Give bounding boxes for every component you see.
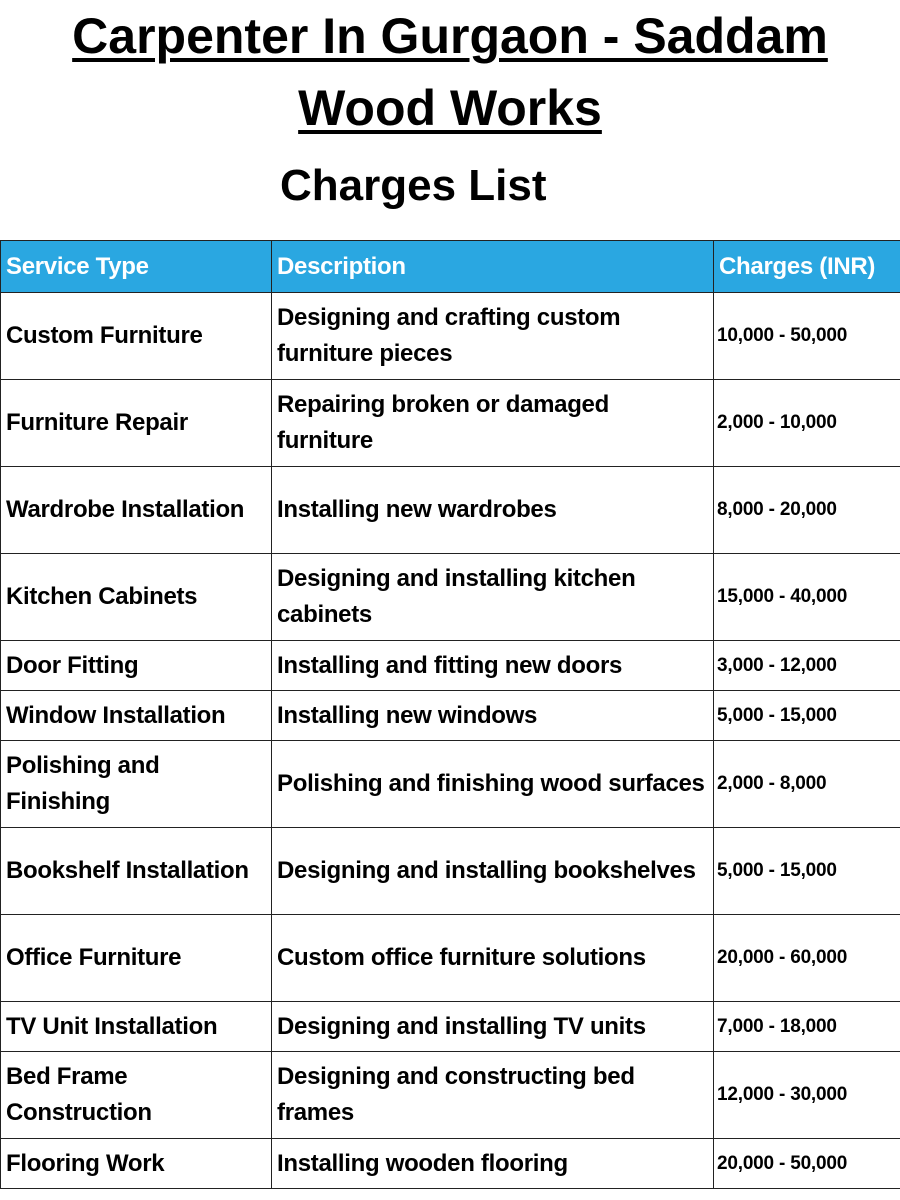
description-cell: Repairing broken or damaged furniture xyxy=(271,379,714,467)
description-cell: Designing and installing bookshelves xyxy=(271,827,714,915)
description-cell: Designing and installing kitchen cabinet… xyxy=(271,553,714,641)
table-row: Kitchen Cabinets Designing and installing… xyxy=(0,553,900,641)
charges-cell: 20,000 - 50,000 xyxy=(713,1138,900,1189)
description-cell: Polishing and finishing wood surfaces xyxy=(271,740,714,828)
title-line-2: Wood Works xyxy=(298,80,602,136)
charges-cell: 2,000 - 10,000 xyxy=(713,379,900,467)
header-description: Description xyxy=(271,240,714,293)
header-service-type: Service Type xyxy=(0,240,272,293)
header-charges: Charges (INR) xyxy=(713,240,900,293)
table-row: Office Furniture Custom office furniture … xyxy=(0,914,900,1002)
table-row: Custom Furniture Designing and crafting c… xyxy=(0,292,900,380)
service-cell: TV Unit Installation xyxy=(0,1001,272,1052)
charges-cell: 3,000 - 12,000 xyxy=(713,640,900,691)
description-cell: Installing wooden flooring xyxy=(271,1138,714,1189)
table-row: Polishing and Finishing Polishing and fin… xyxy=(0,740,900,828)
service-cell: Office Furniture xyxy=(0,914,272,1002)
charges-cell: 15,000 - 40,000 xyxy=(713,553,900,641)
table-header-row: Service Type Description Charges (INR) xyxy=(0,240,900,293)
charges-cell: 5,000 - 15,000 xyxy=(713,827,900,915)
service-cell: Wardrobe Installation xyxy=(0,466,272,554)
service-cell: Bed Frame Construction xyxy=(0,1051,272,1139)
service-cell: Window Installation xyxy=(0,690,272,741)
table-row: TV Unit Installation Designing and instal… xyxy=(0,1001,900,1052)
service-cell: Flooring Work xyxy=(0,1138,272,1189)
charges-cell: 2,000 - 8,000 xyxy=(713,740,900,828)
charges-cell: 10,000 - 50,000 xyxy=(713,292,900,380)
description-cell: Designing and constructing bed frames xyxy=(271,1051,714,1139)
service-cell: Bookshelf Installation xyxy=(0,827,272,915)
description-cell: Designing and crafting custom furniture … xyxy=(271,292,714,380)
table-row: Door Fitting Installing and fitting new d… xyxy=(0,640,900,691)
description-cell: Installing new windows xyxy=(271,690,714,741)
service-cell: Door Fitting xyxy=(0,640,272,691)
service-cell: Kitchen Cabinets xyxy=(0,553,272,641)
subtitle: Charges List xyxy=(280,161,547,210)
title-line-1: Carpenter In Gurgaon - Saddam xyxy=(72,8,828,64)
table-row: Bookshelf Installation Designing and inst… xyxy=(0,827,900,915)
table-row: Flooring Work Installing wooden flooring 2… xyxy=(0,1138,900,1189)
charges-cell: 8,000 - 20,000 xyxy=(713,466,900,554)
table-row: Wardrobe Installation Installing new ward… xyxy=(0,466,900,554)
description-cell: Designing and installing TV units xyxy=(271,1001,714,1052)
description-cell: Installing and fitting new doors xyxy=(271,640,714,691)
table-row: Furniture Repair Repairing broken or dama… xyxy=(0,379,900,467)
service-cell: Furniture Repair xyxy=(0,379,272,467)
charges-cell: 7,000 - 18,000 xyxy=(713,1001,900,1052)
service-cell: Polishing and Finishing xyxy=(0,740,272,828)
charges-cell: 12,000 - 30,000 xyxy=(713,1051,900,1139)
page-title: Carpenter In Gurgaon - Saddam Wood Works xyxy=(0,0,900,144)
table-row: Bed Frame Construction Designing and cons… xyxy=(0,1051,900,1139)
table-row: Window Installation Installing new window… xyxy=(0,690,900,741)
charges-table: Service Type Description Charges (INR) C… xyxy=(0,240,900,1189)
charges-cell: 5,000 - 15,000 xyxy=(713,690,900,741)
service-cell: Custom Furniture xyxy=(0,292,272,380)
description-cell: Installing new wardrobes xyxy=(271,466,714,554)
charges-cell: 20,000 - 60,000 xyxy=(713,914,900,1002)
description-cell: Custom office furniture solutions xyxy=(271,914,714,1002)
